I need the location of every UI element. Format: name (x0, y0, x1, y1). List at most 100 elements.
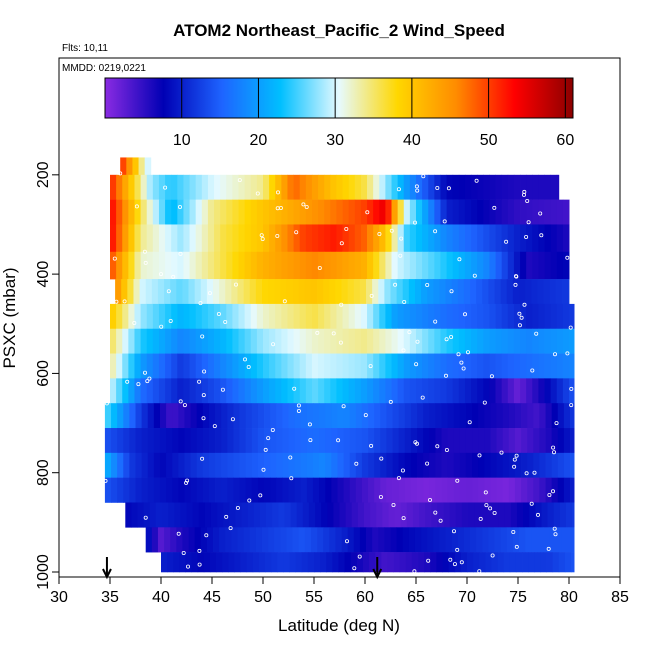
heatmap-cell (298, 527, 306, 553)
heatmap-cell (317, 527, 324, 553)
heatmap-cell (562, 353, 570, 379)
heatmap-cell (221, 428, 228, 454)
observation-point (414, 184, 419, 189)
observation-point (425, 282, 430, 287)
heatmap-cell (134, 224, 141, 253)
heatmap-cell (310, 279, 318, 305)
heatmap-cell (416, 224, 423, 253)
observation-point (511, 530, 516, 535)
heatmap-cell (380, 452, 387, 478)
heatmap-cell (244, 251, 252, 280)
heatmap-cell (153, 403, 161, 429)
heatmap-cell (301, 552, 309, 573)
heatmap-cell (527, 452, 534, 478)
heatmap-cell (354, 199, 362, 225)
heatmap-cell (333, 502, 340, 528)
heatmap-cell (251, 477, 259, 503)
heatmap-cell (379, 378, 386, 404)
heatmap-cell (556, 353, 564, 379)
heatmap-cell (376, 502, 383, 528)
heatmap-cell (532, 224, 539, 253)
heatmap-cell (277, 552, 284, 573)
heatmap-cell (275, 251, 282, 280)
heatmap-cell (275, 378, 282, 404)
heatmap-cell (545, 477, 553, 503)
heatmap-cell (281, 353, 288, 379)
heatmap-cell (533, 403, 540, 429)
observation-point (534, 331, 539, 336)
observation-point (433, 319, 438, 324)
heatmap-cell (525, 279, 532, 305)
heatmap-cell (319, 452, 326, 478)
observation-point (220, 387, 225, 392)
observation-point (396, 187, 401, 192)
heatmap-cell (305, 224, 313, 253)
heatmap-cell (416, 303, 423, 330)
heatmap-cell (270, 477, 277, 503)
heatmap-cell (422, 174, 429, 200)
heatmap-cell (482, 527, 489, 553)
heatmap-cell (464, 251, 472, 280)
heatmap-cell (310, 527, 318, 553)
observation-point (536, 512, 541, 517)
heatmap-cell (311, 378, 319, 404)
observation-point (462, 312, 467, 317)
heatmap-cell (259, 502, 267, 528)
heatmap-cell (490, 428, 497, 454)
heatmap-cell (495, 224, 503, 253)
observation-point (435, 444, 440, 449)
heatmap-cell (215, 428, 222, 454)
heatmap-cell (348, 328, 356, 354)
heatmap-cell (287, 303, 294, 330)
heatmap-cell (207, 328, 215, 354)
heatmap-cell (351, 502, 359, 528)
heatmap-cell (392, 428, 400, 454)
heatmap-cell (459, 428, 467, 454)
observation-point (467, 420, 472, 425)
heatmap-cell (439, 279, 446, 305)
heatmap-cell (569, 303, 575, 330)
chart-title: ATOM2 Northeast_Pacific_2 Wind_Speed (173, 21, 505, 40)
heatmap-cell (526, 328, 533, 354)
heatmap-cell (171, 251, 178, 280)
heatmap-cell (209, 552, 217, 573)
observation-point (399, 236, 404, 241)
heatmap-cell (157, 279, 165, 305)
heatmap-cell (561, 279, 569, 305)
colorbar-tick-label: 60 (556, 132, 574, 149)
heatmap-cell (513, 353, 521, 379)
heatmap-cell (146, 353, 154, 379)
heatmap-cell (533, 477, 540, 503)
heatmap-cell (300, 452, 308, 478)
observation-point (474, 178, 479, 183)
heatmap-cell (122, 303, 129, 330)
heatmap-cell (159, 477, 167, 503)
heatmap-cell (166, 403, 173, 429)
heatmap-cell (195, 378, 203, 404)
heatmap-cell (423, 403, 430, 429)
heatmap-cell (452, 199, 460, 225)
heatmap-cell (494, 279, 502, 305)
heatmap-cell (556, 328, 564, 354)
heatmap-cell (545, 428, 553, 454)
heatmap-cell (276, 428, 283, 454)
heatmap-cell (182, 279, 189, 305)
heatmap-cell (323, 279, 330, 305)
heatmap-cell (403, 303, 411, 330)
heatmap-cell (483, 378, 490, 404)
heatmap-row (120, 157, 152, 176)
observation-point (235, 505, 240, 510)
heatmap-cell (335, 279, 342, 305)
heatmap-cell (412, 502, 420, 528)
heatmap-cell (391, 251, 399, 280)
heatmap-row (110, 378, 575, 404)
heatmap-cell (354, 378, 362, 404)
heatmap-cell (385, 199, 392, 225)
heatmap-cell (384, 527, 391, 553)
heatmap-cell (526, 353, 533, 379)
heatmap-cell (122, 174, 129, 200)
heatmap-cell (270, 428, 277, 454)
heatmap-cell (341, 279, 349, 305)
heatmap-cell (380, 477, 387, 503)
heatmap-cell (416, 174, 423, 200)
